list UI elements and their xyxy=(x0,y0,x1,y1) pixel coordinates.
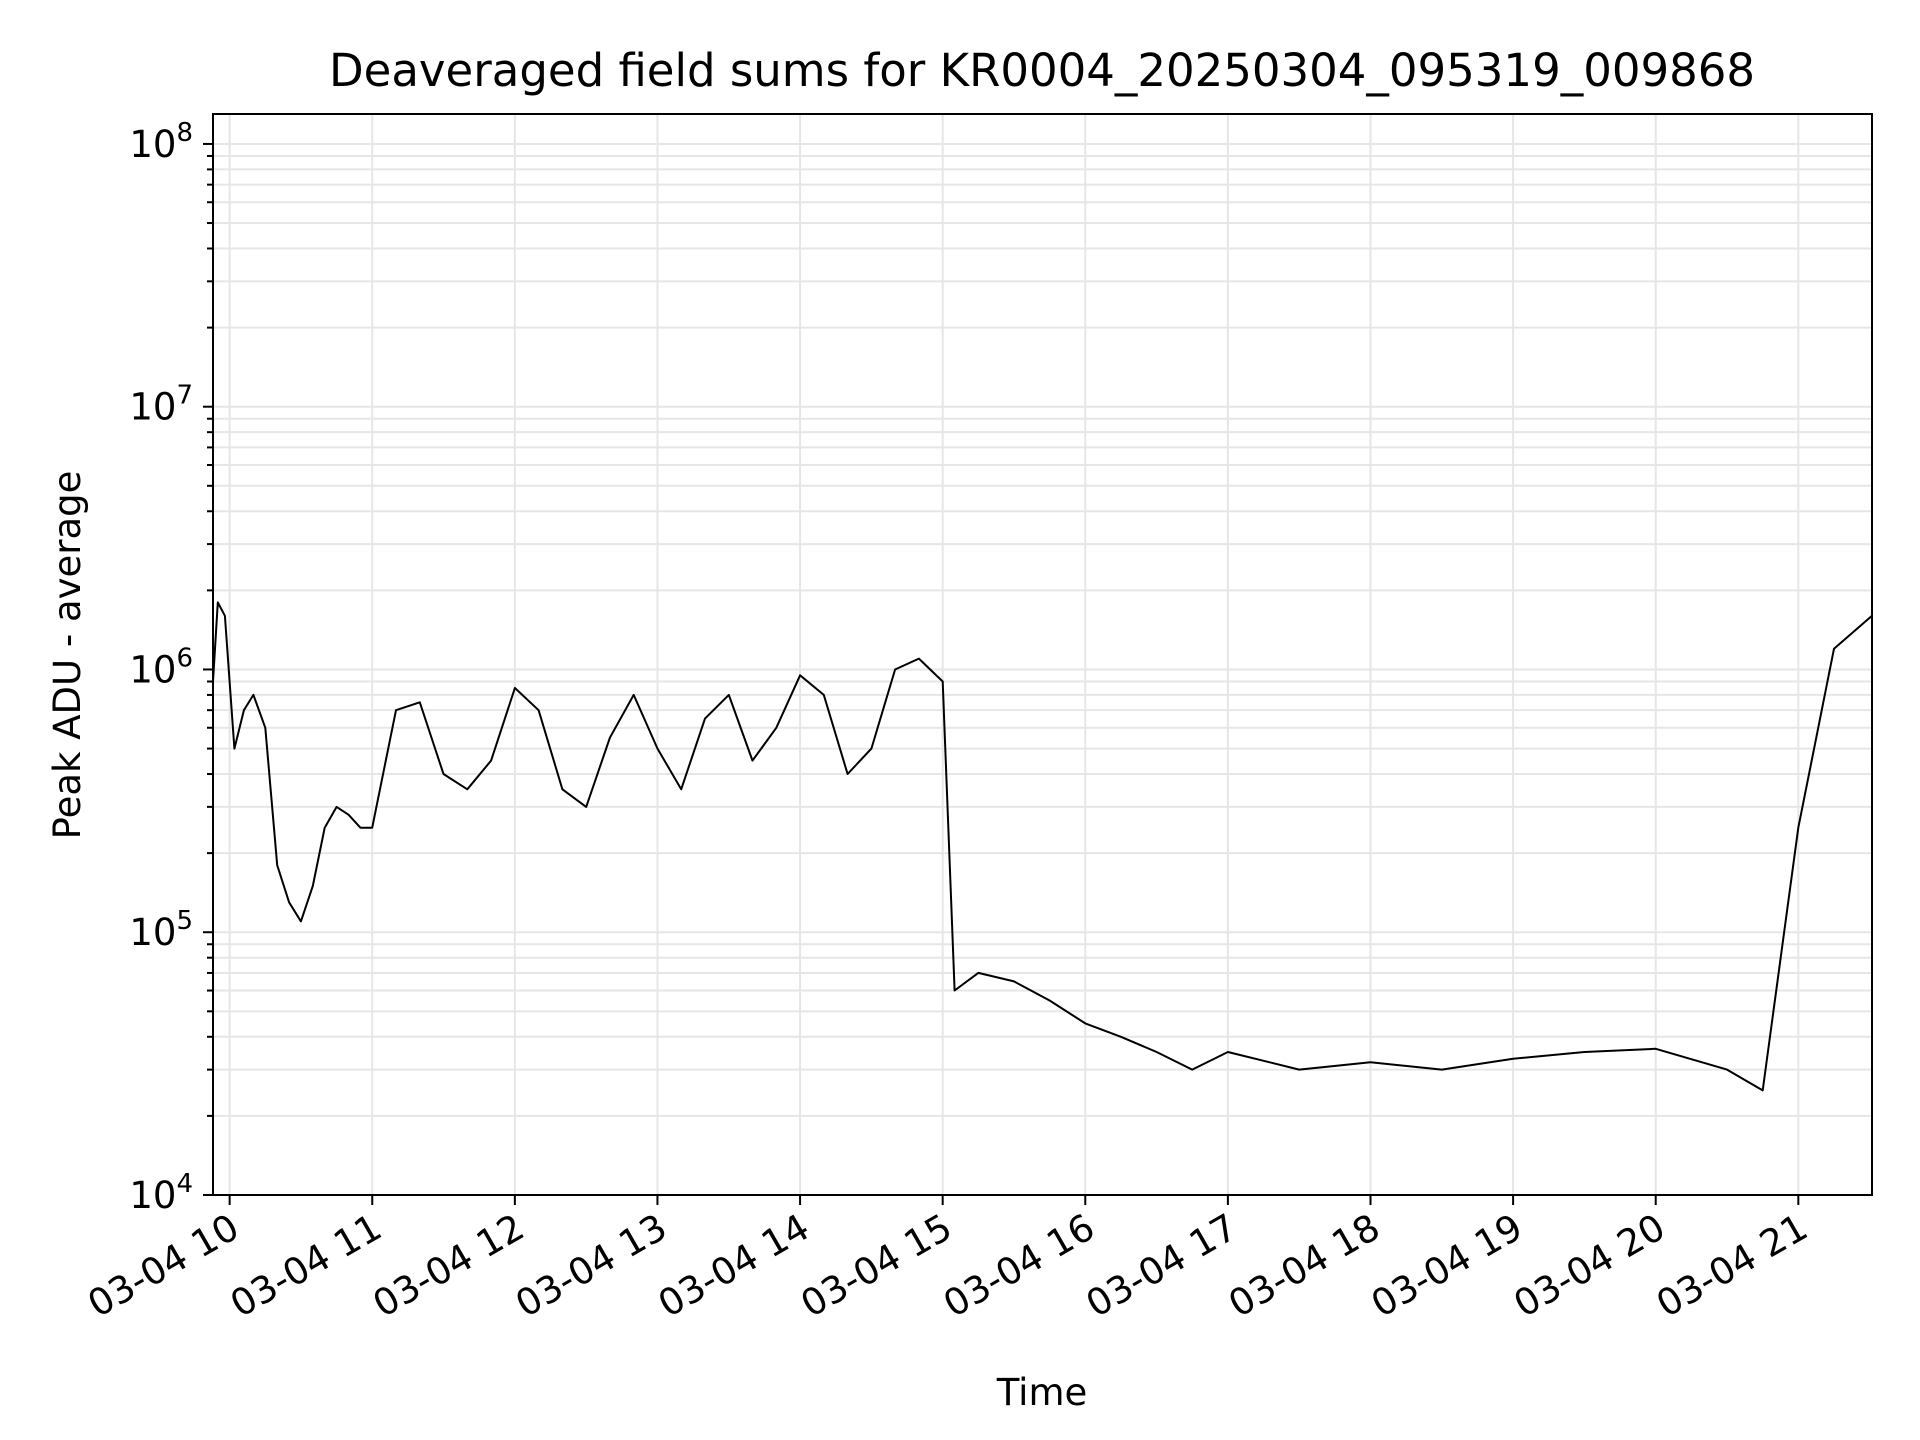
y-tick-label: 104 xyxy=(129,1169,193,1217)
x-axis-label: Time xyxy=(996,1371,1088,1414)
plot-frame xyxy=(212,113,1873,1196)
plot-area xyxy=(212,601,1873,1092)
y-tick-label: 105 xyxy=(129,906,193,954)
y-axis-label: Peak ADU - average xyxy=(46,471,89,840)
y-tick-label: 106 xyxy=(129,643,193,691)
chart-title: Deaveraged field sums for KR0004_2025030… xyxy=(329,44,1755,97)
y-tick-label: 108 xyxy=(129,118,193,166)
y-tick-label: 107 xyxy=(129,381,193,429)
grid-lines xyxy=(213,114,1872,1196)
series-line xyxy=(212,601,1873,1092)
y-axis: 104 105 106 107 108 xyxy=(129,118,213,1217)
